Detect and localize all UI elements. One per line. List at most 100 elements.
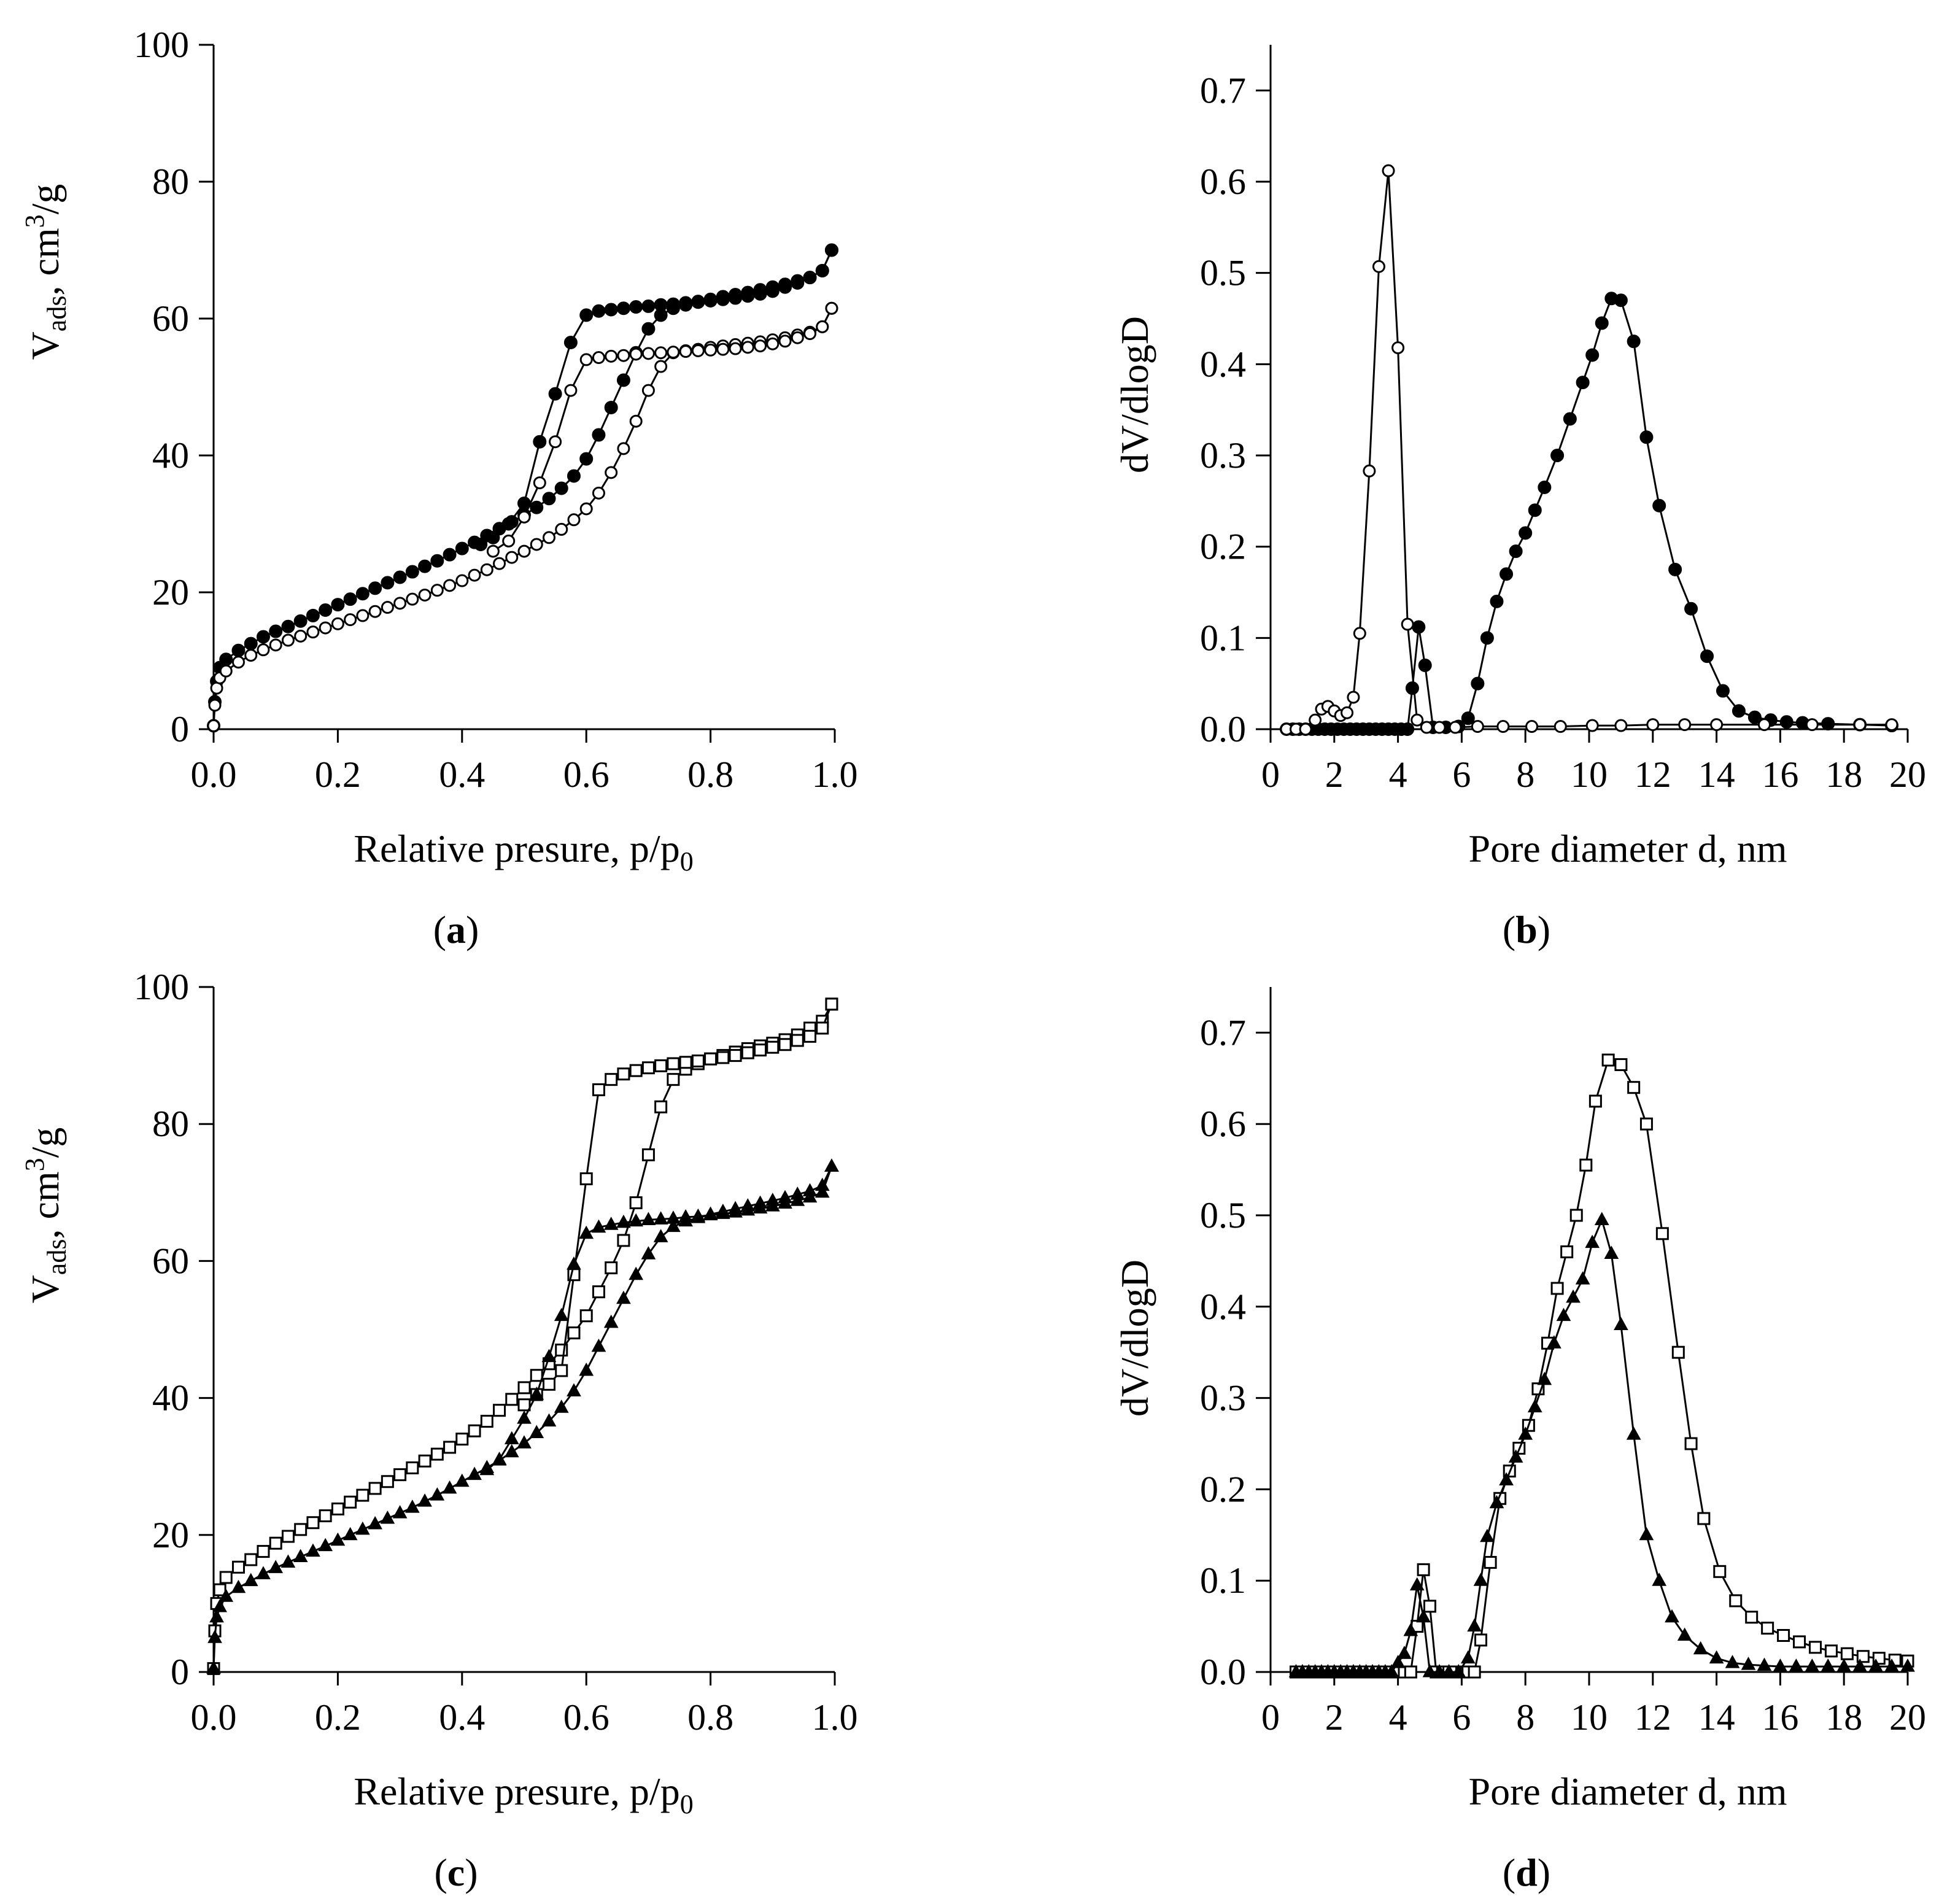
data-point: [381, 1475, 394, 1488]
data-point: [1461, 711, 1475, 726]
panel-c-axes: [199, 986, 836, 1685]
data-point: [667, 1057, 680, 1070]
data-point: [641, 384, 655, 397]
y-tick-label: 80: [152, 161, 189, 202]
data-point: [691, 1055, 705, 1068]
data-point: [430, 1487, 445, 1501]
data-point: [342, 1527, 358, 1541]
data-point: [1614, 1058, 1628, 1071]
data-point: [679, 1056, 692, 1069]
data-point: [790, 1193, 805, 1206]
data-point: [505, 551, 519, 564]
data-point: [1554, 720, 1567, 733]
data-point: [579, 353, 593, 366]
data-point: [604, 303, 618, 317]
y-tick-label: 0: [171, 709, 189, 749]
data-point: [592, 1285, 605, 1299]
panel-b-y-axis-title: dV/dlogD: [1113, 316, 1156, 473]
data-point: [504, 1431, 519, 1445]
data-point: [567, 1383, 581, 1396]
data-point: [517, 1435, 532, 1449]
data-point: [754, 339, 767, 353]
data-point: [1519, 526, 1533, 540]
x-tick-label: 18: [1825, 754, 1862, 795]
data-point: [654, 360, 668, 373]
data-point: [257, 1545, 270, 1558]
data-point: [1594, 1212, 1609, 1225]
y-tick-label: 0.3: [1200, 435, 1246, 476]
data-point: [616, 373, 630, 387]
data-point: [791, 331, 804, 344]
data-point: [442, 1480, 457, 1494]
data-point: [293, 1549, 308, 1563]
data-point: [530, 500, 544, 514]
data-point: [554, 1307, 569, 1322]
data-point: [231, 643, 246, 657]
data-point: [579, 1172, 593, 1185]
y-tick-label: 0.4: [1200, 344, 1246, 384]
data-point: [802, 1189, 818, 1203]
data-point: [629, 1266, 644, 1280]
data-point: [1550, 1282, 1564, 1295]
data-point: [208, 699, 222, 712]
data-point: [666, 1210, 681, 1224]
data-point: [803, 271, 817, 285]
data-point: [740, 1202, 756, 1216]
data-point: [1852, 1658, 1867, 1672]
panel-b-label: (b): [1503, 908, 1550, 951]
data-point: [1604, 1245, 1619, 1259]
panel-a-isotherm: 0 20 40 60 80 100 0.0 0.2 0.4 0.6 0.8 1.0 Vads, cm3…: [20, 25, 858, 951]
series-0: [207, 997, 838, 1675]
panel-c-tick-labels: 0 20 40 60 80 100 0.0 0.2 0.4 0.6 0.8 1.0: [134, 967, 858, 1738]
data-point: [1420, 721, 1433, 734]
x-tick-label: 18: [1825, 1697, 1862, 1738]
data-point: [406, 592, 419, 606]
series-line: [212, 249, 833, 726]
data-point: [729, 342, 742, 355]
data-point: [1527, 1399, 1542, 1412]
data-point: [554, 481, 568, 495]
data-point: [356, 609, 370, 622]
data-point: [1700, 649, 1714, 664]
data-point: [294, 629, 308, 643]
y-tick-label: 0.1: [1200, 617, 1246, 658]
data-point: [815, 1184, 830, 1198]
panel-a-series: [207, 243, 838, 733]
data-point: [1805, 718, 1819, 732]
data-point: [1449, 721, 1462, 734]
panel-d-axes: [1256, 987, 1909, 1685]
data-point: [319, 603, 333, 617]
x-tick-label: 0: [1261, 754, 1280, 795]
data-point: [592, 351, 605, 365]
y-tick-label: 0.5: [1200, 253, 1246, 293]
data-point: [741, 289, 755, 303]
data-point: [206, 1660, 221, 1674]
data-point: [207, 719, 220, 732]
data-point: [629, 300, 643, 314]
data-point: [617, 442, 630, 455]
data-point: [1716, 684, 1730, 698]
data-point: [592, 486, 605, 500]
data-point: [1509, 544, 1523, 559]
data-point: [603, 1314, 619, 1328]
data-point: [1412, 620, 1426, 634]
data-point: [1489, 1495, 1504, 1509]
data-point: [1372, 260, 1385, 273]
data-point: [533, 435, 547, 449]
data-point: [209, 1609, 224, 1623]
data-point: [616, 1290, 631, 1304]
data-point: [1757, 1657, 1772, 1671]
data-point: [1853, 718, 1867, 732]
data-point: [666, 1218, 681, 1233]
y-tick-label: 40: [152, 435, 189, 476]
data-point: [1433, 721, 1446, 734]
data-point: [816, 1021, 829, 1035]
data-point: [443, 1441, 457, 1454]
data-point: [1391, 341, 1405, 355]
y-tick-label: 60: [152, 298, 189, 339]
data-point: [1745, 1611, 1759, 1624]
data-point: [1480, 1528, 1495, 1542]
panel-d-x-axis-title: Pore diameter d, nm: [1469, 1770, 1787, 1813]
data-point: [1441, 1663, 1457, 1678]
data-point: [778, 1038, 792, 1051]
